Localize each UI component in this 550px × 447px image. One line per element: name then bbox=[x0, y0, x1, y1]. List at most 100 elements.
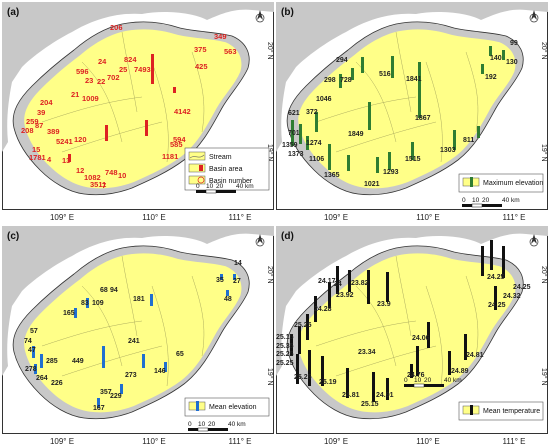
value-label: 65 bbox=[176, 351, 184, 358]
basin-number-label: 375 bbox=[194, 45, 207, 54]
value-label: 83 bbox=[81, 300, 89, 307]
value-label: 23.82 bbox=[351, 280, 369, 287]
value-label: 273 bbox=[125, 372, 137, 379]
value-label: 25.25 bbox=[276, 360, 294, 367]
value-bar bbox=[291, 120, 294, 146]
x-tick-label: 111° E bbox=[503, 213, 526, 222]
value-label: 24.91 bbox=[376, 392, 394, 399]
value-bar bbox=[145, 120, 148, 136]
value-bar bbox=[361, 57, 364, 73]
value-bar bbox=[411, 142, 414, 160]
scale-label: 0 bbox=[404, 377, 408, 384]
basin-number-label: 204 bbox=[40, 98, 53, 107]
basin-number-label: 23 bbox=[85, 76, 93, 85]
value-label: 14 bbox=[234, 260, 242, 267]
panel-letter: (a) bbox=[7, 7, 19, 18]
value-label: 165 bbox=[63, 310, 75, 317]
value-label: 1021 bbox=[364, 181, 380, 188]
value-label: 1303 bbox=[440, 147, 456, 154]
value-label: 516 bbox=[379, 71, 391, 78]
value-bar bbox=[339, 74, 342, 88]
mainland-shape bbox=[276, 2, 548, 152]
value-label: 24.76 bbox=[407, 372, 425, 379]
x-tick-label: 110° E bbox=[416, 437, 440, 446]
scale-bar: 0 10 20 40 km bbox=[188, 421, 246, 432]
value-label: 24.81 bbox=[342, 392, 360, 399]
panel-c: 109° E 110° E 111° E 20° N 19° N (c) 14 35 27 68 9… bbox=[2, 226, 274, 447]
basin-number-label: 349 bbox=[214, 32, 227, 41]
value-bar bbox=[97, 398, 100, 408]
panel-letter: (d) bbox=[281, 231, 294, 242]
basin-number-label: 1009 bbox=[82, 94, 99, 103]
value-label: 24.81 bbox=[466, 352, 484, 359]
value-label: 1841 bbox=[406, 76, 422, 83]
value-label: 68 bbox=[100, 287, 108, 294]
value-bar bbox=[34, 364, 37, 374]
value-bar bbox=[120, 384, 123, 394]
value-bar bbox=[290, 334, 293, 356]
value-label: 24.89 bbox=[451, 368, 469, 375]
value-label: 24.17 bbox=[318, 278, 336, 285]
scale-bar: 0 10 20 40 km bbox=[462, 197, 520, 208]
value-bar bbox=[367, 270, 370, 304]
value-bar bbox=[502, 246, 505, 278]
value-bar bbox=[142, 354, 145, 368]
basin-number-label: 7493 bbox=[134, 65, 151, 74]
basin-number-label: 206 bbox=[110, 23, 123, 32]
basin-number-label: 25 bbox=[119, 65, 127, 74]
value-label: 357 bbox=[100, 389, 112, 396]
value-label: 294 bbox=[336, 57, 348, 64]
stream-swatch-icon bbox=[188, 151, 206, 161]
basin-number-label: 13 bbox=[62, 156, 70, 165]
basin-number-label: 22 bbox=[97, 77, 105, 86]
value-bar bbox=[386, 378, 389, 400]
y-tick-label: 19° N bbox=[540, 144, 548, 162]
value-label: 25.15 bbox=[361, 401, 379, 408]
value-label: 57 bbox=[30, 328, 38, 335]
value-label: 24.25 bbox=[488, 302, 506, 309]
legend-label: Basin number bbox=[209, 178, 253, 185]
value-label: 1365 bbox=[324, 172, 340, 179]
basin-number-label: 702 bbox=[107, 73, 120, 82]
value-bar bbox=[418, 98, 421, 118]
value-label: 94 bbox=[110, 287, 118, 294]
y-tick-label: 19° N bbox=[266, 144, 274, 162]
legend: Mean elevation bbox=[184, 397, 270, 417]
value-bar bbox=[416, 346, 419, 376]
value-bar bbox=[220, 274, 223, 280]
value-bar bbox=[368, 102, 371, 130]
scale-label: 40 km bbox=[502, 197, 520, 204]
legend-label: Stream bbox=[209, 154, 232, 161]
panel-letter: (b) bbox=[281, 7, 294, 18]
value-label: 181 bbox=[133, 296, 145, 303]
value-bar bbox=[296, 354, 299, 384]
scale-label: 40 km bbox=[228, 421, 246, 428]
value-bar bbox=[74, 308, 77, 318]
value-label: 241 bbox=[128, 338, 140, 345]
value-label: 25.35 bbox=[276, 343, 294, 350]
value-label: 229 bbox=[110, 393, 122, 400]
x-tick-label: 109° E bbox=[50, 437, 74, 446]
mainland-shape bbox=[2, 2, 274, 152]
legend-label: Basin area bbox=[209, 166, 243, 173]
panel-letter: (c) bbox=[7, 231, 19, 242]
value-bar bbox=[418, 62, 421, 102]
value-bar bbox=[372, 372, 375, 402]
value-label: 167 bbox=[93, 405, 105, 412]
value-bar bbox=[477, 126, 480, 138]
value-bar bbox=[386, 272, 389, 302]
value-bar bbox=[315, 112, 318, 132]
value-bar bbox=[494, 286, 497, 310]
value-bar bbox=[346, 368, 349, 398]
value-bar bbox=[173, 87, 176, 93]
north-arrow-icon bbox=[529, 10, 539, 23]
basin-number-label: 87 bbox=[35, 121, 43, 130]
mean-temperature-bar-icon bbox=[462, 405, 480, 415]
scale-label: 20 bbox=[216, 183, 224, 190]
basin-number-label: 563 bbox=[224, 47, 237, 56]
basin-number-label: 208 bbox=[21, 126, 34, 135]
value-bar bbox=[453, 130, 456, 150]
value-label: 25.19 bbox=[319, 379, 337, 386]
map-svg: 109° E 110° E 111° E 20° N 19° N (b) 99 294 140 1… bbox=[276, 2, 548, 222]
map-svg: 109° E 110° E 111° E 20° N 19° N (c) 14 35 27 68 9… bbox=[2, 226, 274, 446]
